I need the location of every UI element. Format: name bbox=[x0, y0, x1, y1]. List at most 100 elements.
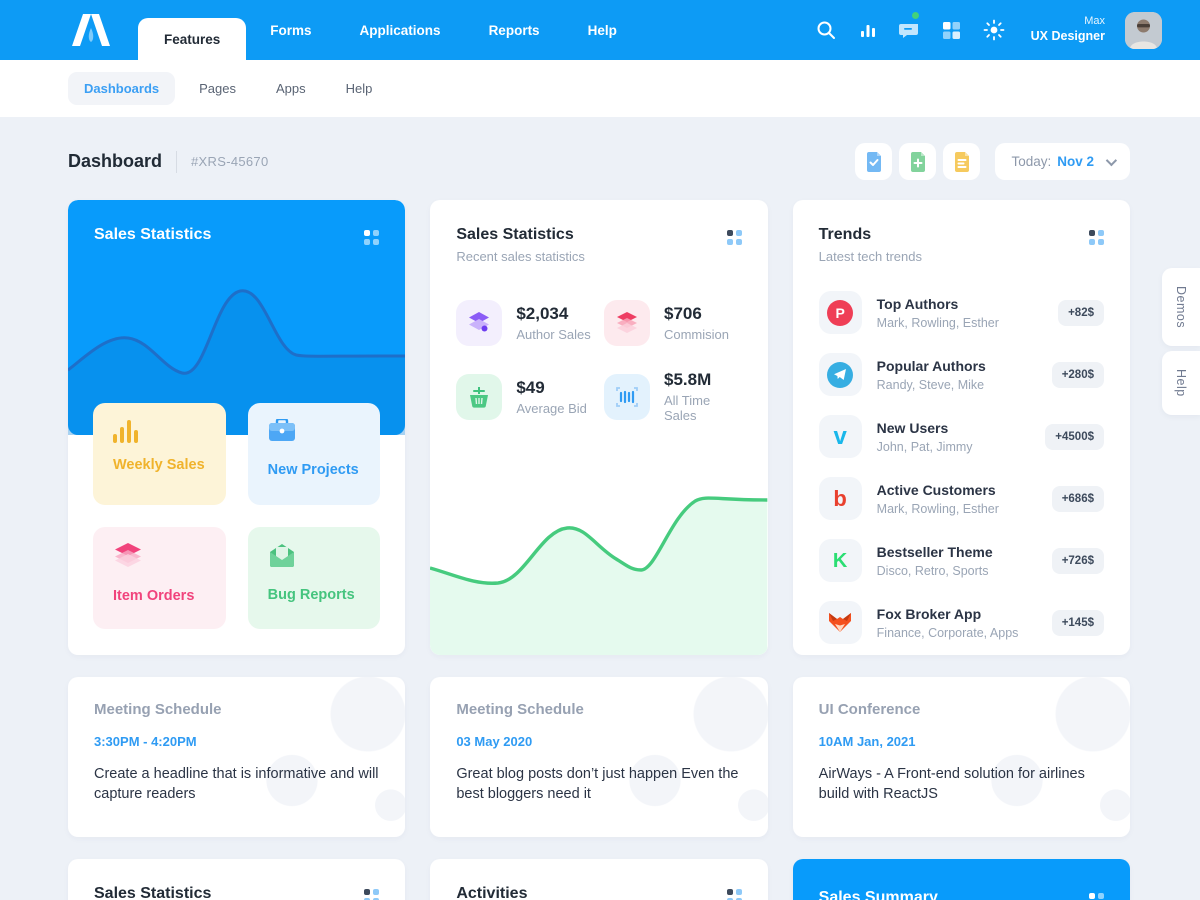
page-reference: #XRS-45670 bbox=[191, 154, 269, 169]
stat-label: All Time Sales bbox=[663, 393, 711, 423]
nav-tab-features[interactable]: Features bbox=[138, 18, 247, 60]
stat-value: $5.8M bbox=[663, 370, 712, 389]
trend-item-popular-authors[interactable]: Popular Authors Randy, Steve, Mike +280$ bbox=[818, 353, 1104, 396]
grid-icon[interactable] bbox=[941, 19, 963, 41]
trend-people: Mark, Rowling, Esther bbox=[876, 315, 999, 330]
nav-tab-forms[interactable]: Forms bbox=[270, 22, 312, 38]
layers-icon bbox=[115, 543, 141, 567]
widget-handle-icon[interactable] bbox=[726, 885, 742, 900]
widget-handle-icon[interactable] bbox=[726, 226, 742, 245]
ui-conference-card[interactable]: UI Conference 10AM Jan, 2021 AirWays - A… bbox=[792, 677, 1130, 837]
stat-label: Commision bbox=[663, 327, 729, 342]
tile-label: Item Orders bbox=[113, 588, 195, 604]
nav-tab-reports[interactable]: Reports bbox=[488, 22, 540, 38]
side-tab-help[interactable]: Help bbox=[1162, 351, 1200, 415]
doc-plus-button[interactable] bbox=[899, 143, 937, 180]
basket-icon bbox=[456, 373, 503, 420]
bar-chart-icon[interactable] bbox=[857, 19, 879, 41]
tile-new-projects[interactable]: New Projects bbox=[247, 403, 381, 505]
main-nav: Features Forms Applications Reports Help bbox=[138, 0, 641, 60]
trend-item-top-authors[interactable]: P Top Authors Mark, Rowling, Esther +82$ bbox=[818, 291, 1104, 334]
user-role: UX Designer bbox=[1030, 29, 1105, 44]
trend-item-bestseller-theme[interactable]: K Bestseller Theme Disco, Retro, Sports … bbox=[818, 539, 1104, 582]
tile-weekly-sales[interactable]: Weekly Sales bbox=[93, 403, 226, 505]
trend-name: Fox Broker App bbox=[876, 605, 982, 622]
widget-handle-icon[interactable] bbox=[1089, 889, 1104, 900]
notification-dot bbox=[911, 12, 919, 19]
tile-bug-reports[interactable]: Bug Reports bbox=[247, 527, 381, 629]
event-title: Meeting Schedule bbox=[456, 701, 584, 718]
briefcase-icon bbox=[268, 417, 295, 441]
widget-handle-icon[interactable] bbox=[1089, 226, 1104, 245]
stat-value: $2,034 bbox=[516, 304, 569, 323]
open-envelope-icon bbox=[269, 544, 294, 567]
tile-label: Bug Reports bbox=[267, 587, 355, 603]
chat-icon[interactable] bbox=[899, 12, 921, 41]
nav-tab-help[interactable]: Help bbox=[587, 22, 617, 38]
tile-item-orders[interactable]: Item Orders bbox=[93, 527, 226, 629]
trend-name: Bestseller Theme bbox=[876, 543, 993, 560]
secondary-nav: Dashboards Pages Apps Help bbox=[0, 60, 1200, 117]
trend-badge: +686$ bbox=[1051, 485, 1104, 512]
trend-item-new-users[interactable]: v New Users John, Pat, Jimmy +4500$ bbox=[818, 415, 1104, 458]
green-area-chart bbox=[430, 437, 768, 655]
header-actions: Max UX Designer bbox=[815, 11, 1162, 49]
stat-author-sales: $2,034 Author Sales bbox=[456, 300, 594, 346]
tile-label: New Projects bbox=[267, 462, 359, 478]
stat-commision: $706 Commision bbox=[603, 300, 742, 346]
chevron-down-icon bbox=[1105, 154, 1118, 166]
widget-handle-icon[interactable] bbox=[364, 226, 380, 245]
event-time: 03 May 2020 bbox=[456, 734, 533, 749]
today-value: Nov 2 bbox=[1057, 154, 1094, 169]
doc-lines-button[interactable] bbox=[943, 143, 981, 180]
layers-icon bbox=[603, 300, 650, 346]
card-title: Trends bbox=[818, 226, 872, 243]
stat-average-bid: $49 Average Bid bbox=[456, 370, 594, 423]
card-subtitle: Recent sales statistics bbox=[456, 249, 585, 264]
card-title: Sales Statistics bbox=[456, 226, 574, 243]
subnav-dashboards[interactable]: Dashboards bbox=[68, 72, 176, 105]
subnav-help[interactable]: Help bbox=[345, 81, 373, 96]
stat-value: $49 bbox=[516, 377, 545, 397]
stat-label: Average Bid bbox=[516, 400, 587, 416]
vimeo-icon: v bbox=[818, 415, 862, 458]
sales-summary-card: Sales Summary bbox=[792, 859, 1130, 900]
trend-badge: +4500$ bbox=[1045, 423, 1104, 450]
page-title-row: Dashboard #XRS-45670 Today: Nov 2 bbox=[0, 117, 1200, 200]
search-icon[interactable] bbox=[815, 19, 837, 41]
user-name: Max bbox=[1084, 15, 1105, 28]
trends-card: Trends Latest tech trends P Top Authors … bbox=[792, 200, 1130, 655]
event-body: Great blog posts don’t just happen Even … bbox=[456, 766, 739, 802]
side-tab-demos[interactable]: Demos bbox=[1162, 268, 1200, 347]
product-hunt-icon: P bbox=[818, 291, 862, 334]
subnav-pages[interactable]: Pages bbox=[199, 81, 237, 96]
sales-wave-panel: Sales Statistics bbox=[68, 200, 406, 435]
trend-people: Disco, Retro, Sports bbox=[876, 563, 989, 578]
trend-item-fox-broker-app[interactable]: Fox Broker App Finance, Corporate, Apps … bbox=[818, 601, 1104, 644]
trend-badge: +145$ bbox=[1051, 609, 1104, 636]
trend-badge: +280$ bbox=[1051, 361, 1104, 388]
app-header: Features Forms Applications Reports Help… bbox=[0, 0, 1200, 60]
bitly-icon: b bbox=[818, 477, 862, 520]
subnav-apps[interactable]: Apps bbox=[276, 81, 306, 96]
trend-people: Mark, Rowling, Esther bbox=[876, 501, 999, 516]
side-tab-label: Help bbox=[1174, 369, 1188, 397]
event-body: AirWays - A Front-end solution for airli… bbox=[818, 766, 1085, 802]
trend-badge: +82$ bbox=[1058, 299, 1104, 326]
meeting-schedule-card-2[interactable]: Meeting Schedule 03 May 2020 Great blog … bbox=[430, 677, 768, 837]
doc-check-button[interactable] bbox=[855, 143, 893, 180]
bar-chart-icon bbox=[113, 419, 226, 443]
trend-item-active-customers[interactable]: b Active Customers Mark, Rowling, Esther… bbox=[818, 477, 1104, 520]
sun-icon[interactable] bbox=[983, 19, 1005, 41]
widget-handle-icon[interactable] bbox=[364, 885, 380, 900]
side-tab-label: Demos bbox=[1174, 286, 1188, 329]
app-logo[interactable] bbox=[68, 10, 114, 50]
decorative-circles bbox=[235, 677, 406, 837]
card-title: Sales Summary bbox=[818, 889, 938, 900]
activities-card: Activities 890,344 Sales bbox=[430, 859, 768, 900]
meeting-schedule-card-1[interactable]: Meeting Schedule 3:30PM - 4:20PM Create … bbox=[68, 677, 406, 837]
today-date-dropdown[interactable]: Today: Nov 2 bbox=[995, 143, 1130, 180]
nav-tab-applications[interactable]: Applications bbox=[359, 22, 441, 38]
trend-name: New Users bbox=[876, 419, 949, 436]
avatar[interactable] bbox=[1125, 11, 1162, 49]
